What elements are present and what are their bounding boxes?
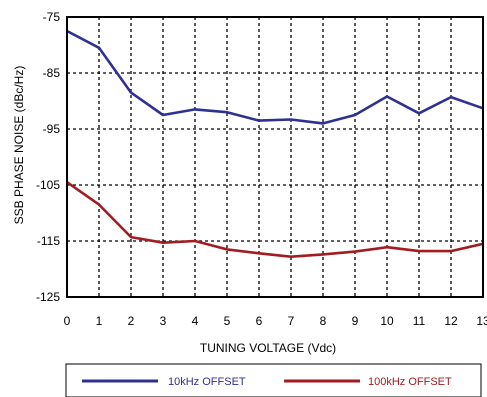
grid-lines (67, 17, 483, 297)
series-line-0 (66, 29, 484, 125)
y-axis-label: SSB PHASE NOISE (dBc/Hz) (12, 66, 26, 225)
x-tick-labels: 0 1 2 3 4 5 6 7 8 9 10 11 12 13 (64, 314, 487, 328)
y-tick-label: -95 (43, 122, 61, 136)
legend: 10kHz OFFSET 100kHz OFFSET (65, 363, 482, 397)
x-tick-label: 0 (64, 314, 71, 328)
x-tick-label: 5 (224, 314, 231, 328)
y-tick-labels: -75 -85 -95 -105 -115 -125 (36, 10, 60, 304)
legend-label-10khz: 10kHz OFFSET (168, 376, 246, 388)
series-line-1 (66, 181, 484, 259)
x-tick-label: 4 (192, 314, 199, 328)
x-tick-label: 13 (476, 314, 487, 328)
x-tick-label: 2 (128, 314, 135, 328)
y-tick-label: -75 (43, 10, 61, 24)
y-tick-label: -105 (36, 178, 60, 192)
x-tick-label: 1 (96, 314, 103, 328)
y-tick-label: -125 (36, 290, 60, 304)
x-axis-label: TUNING VOLTAGE (Vdc) (200, 341, 336, 355)
legend-label-100khz: 100kHz OFFSET (368, 376, 452, 388)
x-tick-label: 11 (413, 314, 426, 328)
plot-frame (66, 16, 484, 298)
x-tick-label: 12 (444, 314, 458, 328)
x-tick-label: 6 (256, 314, 263, 328)
x-tick-label: 7 (288, 314, 295, 328)
x-tick-label: 8 (320, 314, 327, 328)
y-tick-label: -85 (43, 66, 61, 80)
x-tick-label: 10 (380, 314, 394, 328)
series-lines (66, 29, 484, 259)
x-tick-label: 9 (352, 314, 359, 328)
y-tick-label: -115 (37, 234, 60, 248)
x-tick-label: 3 (160, 314, 167, 328)
